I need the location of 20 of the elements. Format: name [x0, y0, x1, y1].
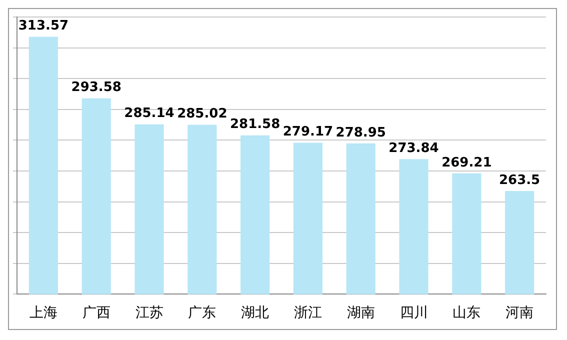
x-tick-label: 广西: [82, 305, 110, 322]
x-tick-label: 江苏: [135, 305, 164, 322]
data-label: 279.17: [282, 124, 334, 140]
x-tick-label: 广东: [188, 305, 216, 322]
data-label: 281.58: [230, 117, 280, 132]
x-tick-label: 山东: [452, 305, 481, 322]
x-tick-label: 浙江: [294, 305, 322, 322]
x-tick-label: 湖南: [346, 305, 375, 322]
data-label: 269.21: [442, 155, 492, 170]
x-tick-label: 上海: [29, 305, 58, 322]
data-label: 285.02: [177, 106, 228, 122]
data-label: 278.95: [336, 125, 386, 140]
data-label: 285.14: [124, 106, 174, 122]
data-label: 263.5: [498, 172, 540, 188]
data-label: 313.57: [18, 18, 69, 34]
data-label: 273.84: [388, 141, 439, 156]
x-tick-label: 四川: [400, 305, 428, 322]
x-tick-label: 湖北: [241, 305, 270, 322]
data-label: 293.58: [71, 80, 122, 96]
x-tick-label: 河南: [506, 305, 534, 322]
